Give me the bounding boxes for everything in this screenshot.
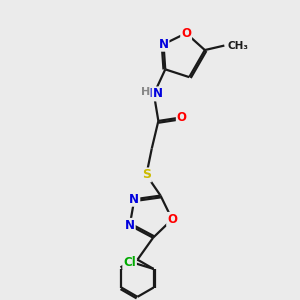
Text: O: O bbox=[177, 111, 187, 124]
Text: O: O bbox=[181, 27, 191, 40]
Text: N: N bbox=[129, 193, 139, 206]
Text: Cl: Cl bbox=[123, 256, 136, 269]
Text: N: N bbox=[152, 88, 163, 100]
Text: CH₃: CH₃ bbox=[227, 40, 248, 51]
Text: N: N bbox=[125, 219, 135, 232]
Text: H: H bbox=[141, 88, 150, 98]
Text: S: S bbox=[142, 169, 151, 182]
Text: N: N bbox=[158, 38, 169, 51]
Text: HN: HN bbox=[143, 88, 163, 100]
Text: O: O bbox=[167, 213, 177, 226]
